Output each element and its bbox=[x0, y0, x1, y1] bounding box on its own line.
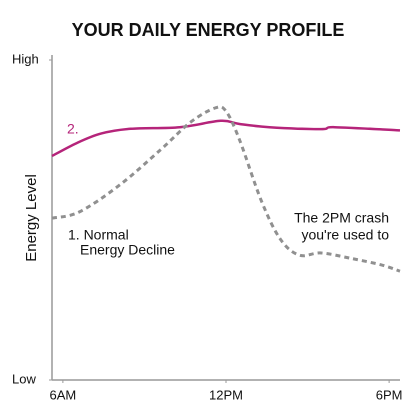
x-tick-label: 6PM bbox=[376, 387, 403, 402]
x-tick-label: 12PM bbox=[209, 387, 243, 402]
annotation: 1. Normal bbox=[68, 227, 129, 243]
y-axis-label: Energy Level bbox=[23, 174, 40, 262]
chart-title: YOUR DAILY ENERGY PROFILE bbox=[72, 20, 345, 40]
y-tick-label: Low bbox=[12, 371, 36, 386]
x-tick-label: 6AM bbox=[50, 387, 77, 402]
annotation: you're used to bbox=[301, 227, 389, 243]
series-label: 2. bbox=[67, 121, 79, 137]
annotation: Energy Decline bbox=[80, 242, 175, 258]
annotation: The 2PM crash bbox=[294, 210, 389, 226]
line bbox=[51, 119, 401, 158]
y-tick-label: High bbox=[12, 51, 39, 66]
line bbox=[51, 105, 401, 273]
